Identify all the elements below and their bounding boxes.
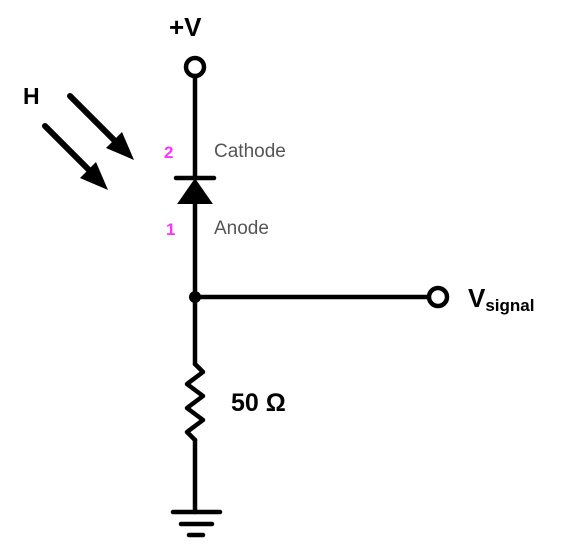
- supply-label: +V: [169, 12, 202, 42]
- anode-label: Anode: [214, 218, 269, 239]
- output-terminal: [426, 285, 450, 309]
- photodiode-symbol: [173, 175, 217, 204]
- cathode-label: Cathode: [214, 141, 286, 162]
- light-arrow-upper-shaft: [67, 93, 121, 147]
- signal-label-sub: signal: [485, 296, 534, 315]
- light-arrows: [42, 93, 134, 190]
- diode-triangle: [177, 178, 213, 204]
- resistor-symbol: [184, 361, 206, 443]
- supply-terminal: [183, 55, 207, 79]
- light-label: H: [23, 83, 40, 109]
- light-arrow-lower-shaft: [42, 123, 95, 176]
- light-arrow-lower-head: [80, 162, 108, 190]
- resistor-label: 50 Ω: [231, 389, 286, 417]
- anode-pin-number: 1: [166, 220, 175, 239]
- cathode-pin-number: 2: [164, 143, 173, 162]
- ground-symbol: [170, 509, 223, 538]
- signal-label-main: V: [468, 283, 486, 313]
- signal-label: Vsignal: [468, 283, 534, 315]
- light-arrow-upper-head: [106, 132, 134, 160]
